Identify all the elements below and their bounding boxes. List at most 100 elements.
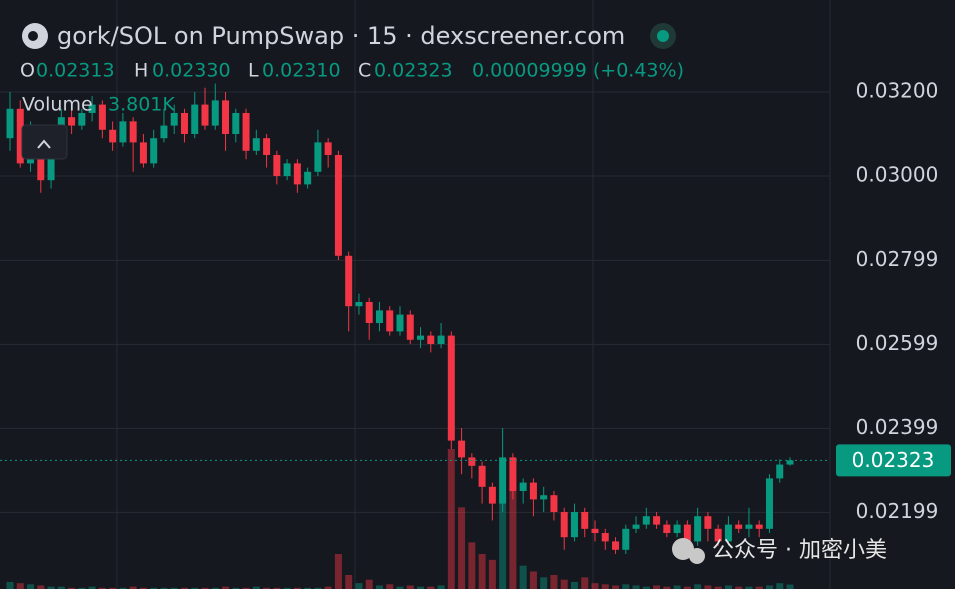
volume-value: 3.801K (108, 94, 175, 116)
volume-bar (735, 586, 743, 589)
volume-bar (776, 583, 784, 589)
volume-bar (519, 565, 527, 589)
candle-body (6, 108, 14, 139)
watermark: 公众号 · 加密小美 (672, 538, 887, 564)
candle-body (765, 478, 773, 529)
candle-body (314, 142, 322, 172)
volume-title: Volume (22, 94, 93, 116)
candle-body (786, 460, 794, 465)
volume-bar (160, 587, 168, 589)
volume-bar (304, 587, 312, 589)
volume-bar (612, 585, 620, 589)
grid (116, 0, 831, 589)
volume-bar (765, 585, 773, 589)
candle-body (242, 112, 250, 151)
volume-bar (591, 583, 599, 589)
volume-bar (109, 587, 117, 589)
watermark-text: 公众号 · 加密小美 (712, 538, 887, 563)
volume-bar (273, 587, 281, 589)
volume-bar (201, 587, 209, 589)
volume-bar (683, 586, 691, 589)
watermark-icon (689, 548, 705, 564)
volume-bar (57, 586, 65, 589)
candle-body (499, 457, 507, 504)
volume-bar (119, 587, 127, 589)
ohlc-label: H (134, 60, 148, 82)
candle-body (642, 516, 650, 525)
volume-bar (180, 587, 188, 589)
volume-bar (345, 575, 353, 589)
candle-body (683, 524, 691, 542)
volume-bar (324, 586, 332, 589)
volume-bar (88, 586, 96, 589)
candle-body (16, 108, 24, 164)
candle-body (478, 465, 486, 487)
volume-bar (581, 577, 589, 589)
volume-bar (27, 584, 35, 589)
volume-bar (488, 559, 496, 589)
volume-bar (98, 587, 106, 589)
candle-body (170, 112, 178, 126)
candle-body (776, 464, 784, 479)
collapse-chevron (37, 139, 51, 149)
candle-body (78, 112, 86, 126)
candle-body (417, 335, 425, 340)
last-price-box (836, 444, 951, 477)
candle-body (263, 138, 271, 155)
volume-bar (68, 587, 76, 589)
candle-body (519, 482, 527, 492)
candle-body (406, 314, 414, 340)
candle-body (468, 457, 476, 466)
volume-bar (601, 584, 609, 589)
candle-body (345, 255, 353, 307)
candle-body (663, 524, 671, 534)
volume-bar (283, 587, 291, 589)
status-dot (657, 30, 669, 42)
candle-body (109, 129, 117, 143)
candle-body (745, 524, 753, 529)
candle-body (365, 301, 373, 323)
candle-body (160, 125, 168, 139)
change: 0.00009999 (+0.43%) (472, 60, 684, 82)
candle-body (447, 335, 455, 441)
collapse-button[interactable] (21, 124, 68, 160)
volume-bar (468, 542, 476, 589)
volume-bar (550, 575, 558, 589)
candle-body (529, 482, 537, 500)
y-tick-label: 0.02399 (856, 415, 939, 439)
volume-bar (570, 582, 578, 589)
y-tick-label: 0.03200 (856, 78, 939, 102)
volume-bar (427, 586, 435, 589)
volume-bar (529, 571, 537, 589)
candle-body (653, 516, 661, 525)
candle-body (252, 138, 260, 151)
volume-bar (704, 585, 712, 589)
volume-bar (458, 507, 466, 589)
volume-bar (786, 584, 794, 589)
candle-body (540, 495, 548, 500)
candle-body (509, 457, 517, 492)
volume-bar (632, 585, 640, 589)
volume-bar (673, 585, 681, 589)
candle-body (694, 516, 702, 542)
ohlc-label: O (20, 60, 35, 82)
candle-body (591, 528, 599, 534)
candle-body (98, 104, 106, 130)
candle-body (560, 512, 568, 538)
volume-bar (417, 586, 425, 589)
candle-body (612, 541, 620, 550)
volume-bar (478, 554, 486, 589)
volume-bar (293, 587, 301, 589)
volume-bar (509, 484, 517, 589)
volume-bar (745, 586, 753, 589)
volume-bar (375, 585, 383, 589)
candle-body (704, 516, 712, 529)
candle-body (129, 121, 137, 143)
candle-body (396, 314, 404, 332)
y-tick-label: 0.02799 (856, 247, 939, 271)
candle-body (488, 486, 496, 504)
volume-bar (263, 587, 271, 589)
volume-bar (447, 449, 455, 589)
volume-bar (386, 584, 394, 589)
